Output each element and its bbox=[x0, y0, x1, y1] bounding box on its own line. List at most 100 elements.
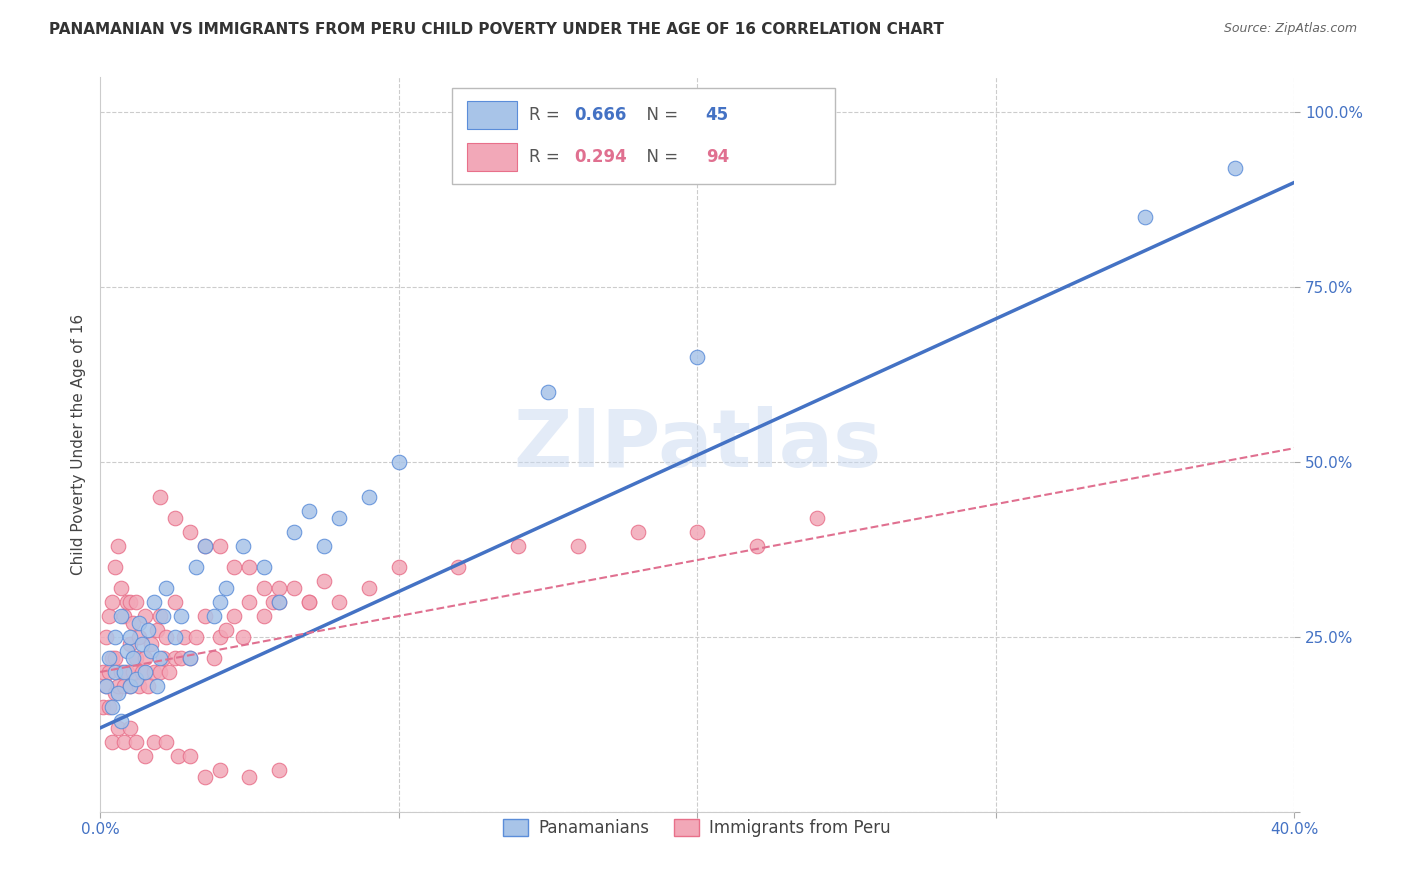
Point bbox=[149, 665, 172, 679]
Y-axis label: Child Poverty Under the Age of 16: Child Poverty Under the Age of 16 bbox=[72, 314, 86, 575]
Point bbox=[357, 581, 380, 595]
Point bbox=[115, 644, 138, 658]
Point bbox=[104, 651, 127, 665]
Point bbox=[122, 615, 145, 630]
Point bbox=[149, 490, 172, 504]
Point bbox=[110, 581, 132, 595]
Point bbox=[179, 651, 201, 665]
Point bbox=[163, 595, 186, 609]
Point bbox=[686, 350, 709, 364]
Point bbox=[170, 651, 193, 665]
Point bbox=[208, 595, 231, 609]
Point bbox=[357, 490, 380, 504]
Point bbox=[567, 539, 589, 553]
Point bbox=[110, 665, 132, 679]
Point bbox=[112, 735, 135, 749]
Point bbox=[232, 539, 254, 553]
Point bbox=[128, 679, 150, 693]
Point bbox=[136, 679, 159, 693]
Point bbox=[163, 630, 186, 644]
Point bbox=[104, 630, 127, 644]
Point bbox=[194, 539, 217, 553]
Point bbox=[224, 609, 246, 624]
Text: Source: ZipAtlas.com: Source: ZipAtlas.com bbox=[1223, 22, 1357, 36]
Point bbox=[745, 539, 768, 553]
Text: 94: 94 bbox=[706, 148, 728, 166]
Point bbox=[232, 630, 254, 644]
Point bbox=[298, 504, 321, 518]
Point bbox=[112, 609, 135, 624]
Point bbox=[104, 665, 127, 679]
Point bbox=[157, 665, 180, 679]
Text: 45: 45 bbox=[706, 106, 728, 124]
Point bbox=[134, 609, 156, 624]
Point bbox=[208, 539, 231, 553]
Point bbox=[194, 770, 217, 784]
Text: R =: R = bbox=[529, 148, 565, 166]
Point bbox=[125, 735, 148, 749]
Point bbox=[101, 735, 124, 749]
Point bbox=[139, 644, 162, 658]
Point bbox=[163, 511, 186, 525]
Point bbox=[202, 651, 225, 665]
Point bbox=[98, 700, 121, 714]
Point bbox=[94, 679, 117, 693]
Point bbox=[537, 385, 560, 400]
Point bbox=[134, 665, 156, 679]
Point bbox=[118, 679, 141, 693]
Point bbox=[298, 595, 321, 609]
Point bbox=[1223, 161, 1246, 176]
Point bbox=[112, 679, 135, 693]
Point bbox=[269, 581, 291, 595]
Point bbox=[253, 581, 276, 595]
Point bbox=[101, 700, 124, 714]
Point bbox=[152, 651, 174, 665]
FancyBboxPatch shape bbox=[467, 144, 517, 171]
Point bbox=[388, 455, 411, 469]
FancyBboxPatch shape bbox=[467, 101, 517, 129]
Point bbox=[91, 665, 114, 679]
Point bbox=[125, 651, 148, 665]
Point bbox=[298, 595, 321, 609]
Point bbox=[101, 595, 124, 609]
Point bbox=[238, 770, 260, 784]
Point bbox=[115, 595, 138, 609]
Point bbox=[149, 609, 172, 624]
Point bbox=[238, 560, 260, 574]
Point bbox=[238, 595, 260, 609]
Point bbox=[447, 560, 470, 574]
Point bbox=[110, 609, 132, 624]
Point bbox=[110, 714, 132, 728]
Point bbox=[98, 609, 121, 624]
Point bbox=[91, 700, 114, 714]
Point bbox=[128, 630, 150, 644]
Point bbox=[104, 686, 127, 700]
Point bbox=[253, 609, 276, 624]
Point bbox=[98, 665, 121, 679]
Point bbox=[179, 748, 201, 763]
Point bbox=[118, 679, 141, 693]
Point bbox=[118, 595, 141, 609]
Point bbox=[131, 637, 153, 651]
Point bbox=[626, 525, 648, 540]
Point bbox=[155, 581, 177, 595]
Text: N =: N = bbox=[637, 106, 683, 124]
Point bbox=[122, 665, 145, 679]
Point bbox=[118, 721, 141, 735]
Point bbox=[194, 539, 217, 553]
Point bbox=[328, 511, 350, 525]
Point bbox=[107, 539, 129, 553]
Point bbox=[125, 595, 148, 609]
Point bbox=[118, 630, 141, 644]
Text: 0.666: 0.666 bbox=[574, 106, 627, 124]
FancyBboxPatch shape bbox=[453, 88, 835, 184]
Point bbox=[134, 651, 156, 665]
Point bbox=[94, 679, 117, 693]
Point bbox=[139, 637, 162, 651]
Point bbox=[104, 560, 127, 574]
Point bbox=[155, 735, 177, 749]
Point bbox=[269, 595, 291, 609]
Point bbox=[166, 748, 188, 763]
Point bbox=[115, 665, 138, 679]
Point bbox=[131, 665, 153, 679]
